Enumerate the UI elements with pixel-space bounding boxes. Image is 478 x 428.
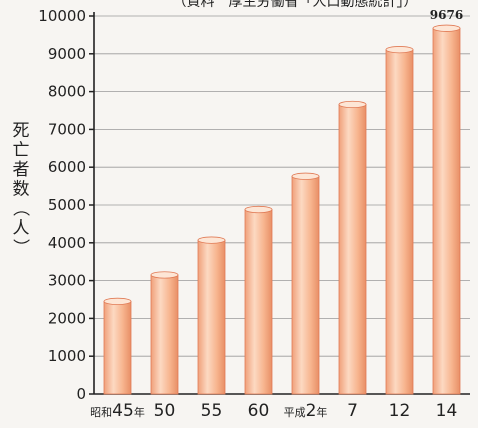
bar-top <box>150 271 179 279</box>
bar <box>197 236 226 395</box>
year-suffix: 年 <box>316 405 327 419</box>
y-tick-label: 3000 <box>48 272 86 290</box>
bar <box>244 205 273 395</box>
x-tick-label: 12 <box>389 401 411 421</box>
x-tick-labels: 昭和45年 50 55 60 平成2年 7 12 14 <box>90 401 457 421</box>
y-tick-label: 8000 <box>48 83 86 101</box>
bar-body <box>432 27 461 395</box>
year-number: 7 <box>347 401 358 421</box>
y-axis-label-char: （ <box>10 200 30 217</box>
bar-body <box>103 300 132 395</box>
year-number: 12 <box>389 401 411 421</box>
year-number: 55 <box>201 401 223 421</box>
data-label: 9676 <box>430 8 463 22</box>
bar <box>291 172 320 395</box>
year-number: 45 <box>112 401 134 421</box>
year-number: 2 <box>306 401 317 421</box>
x-tick-label: 7 <box>347 401 358 421</box>
bar-body <box>338 104 367 395</box>
bar <box>150 271 179 395</box>
y-tick-label: 2000 <box>48 309 86 327</box>
bar-top <box>103 297 132 305</box>
data-labels: 9676 <box>430 8 463 22</box>
y-tick-label: 1000 <box>48 347 86 365</box>
bar-body <box>291 175 320 395</box>
bar <box>432 24 461 395</box>
year-number: 50 <box>154 401 176 421</box>
y-tick-label: 6000 <box>48 158 86 176</box>
era-label: 昭和 <box>90 406 112 419</box>
y-tick-label: 4000 <box>48 234 86 252</box>
bar-top <box>338 100 367 109</box>
bar-top <box>432 24 461 32</box>
y-tick-label: 7000 <box>48 120 86 138</box>
y-axis-label-char: 亡 <box>13 141 30 161</box>
x-tick-label: 平成2年 <box>284 401 328 421</box>
bar <box>338 100 367 395</box>
y-tick-label: 10000 <box>38 7 86 25</box>
x-tick-label: 50 <box>154 401 176 421</box>
era-label: 平成 <box>284 406 306 419</box>
y-axis-label-char: 者 <box>13 160 30 180</box>
bar <box>385 46 414 395</box>
year-number: 14 <box>436 401 458 421</box>
bar <box>103 297 132 395</box>
bar-body <box>385 49 414 395</box>
y-tick-label: 5000 <box>48 196 86 214</box>
chart-title: （資料 厚生労働省「人口動態統計」） <box>173 0 418 10</box>
gridlines <box>94 15 470 357</box>
bar-top <box>385 46 414 54</box>
x-tick-label: 14 <box>436 401 458 421</box>
bar-body <box>244 209 273 395</box>
y-axis-label-char: ） <box>10 239 30 256</box>
x-tick-label: 昭和45年 <box>90 401 145 421</box>
x-tick-label: 60 <box>248 401 270 421</box>
year-suffix: 年 <box>134 405 145 419</box>
year-number: 60 <box>248 401 270 421</box>
y-axis-label-char: 死 <box>13 121 30 141</box>
y-axis-label-char: 数 <box>13 180 30 200</box>
y-tick-label: 0 <box>76 385 86 403</box>
bar-top <box>244 205 273 214</box>
bars <box>103 24 461 395</box>
y-axis-label-char: 人 <box>13 219 30 239</box>
bar-body <box>150 274 179 395</box>
y-tick-labels: 0 1000 2000 3000 4000 5000 6000 7000 8000 9000 100… <box>38 7 86 403</box>
y-tick-label: 9000 <box>48 45 86 63</box>
bar-body <box>197 239 226 395</box>
bar-top <box>291 172 320 180</box>
bar-top <box>197 236 226 244</box>
x-tick-label: 55 <box>201 401 223 421</box>
